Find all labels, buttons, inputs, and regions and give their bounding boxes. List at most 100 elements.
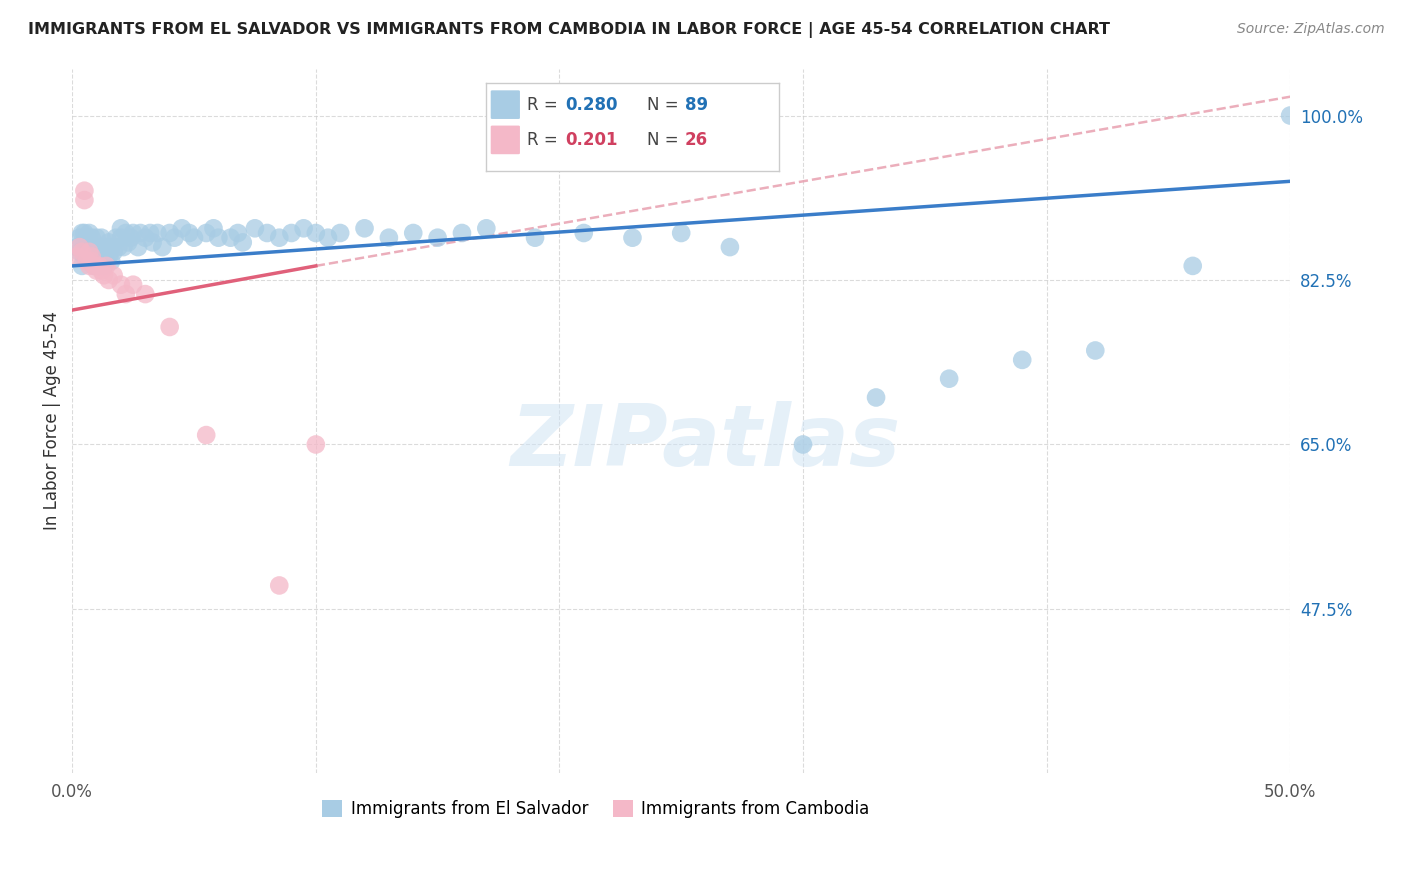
- Immigrants from El Salvador: [718, 240, 741, 254]
- Immigrants from El Salvador: [1011, 352, 1033, 367]
- Immigrants from El Salvador: [219, 230, 242, 244]
- Immigrants from El Salvador: [69, 230, 91, 244]
- Immigrants from Cambodia: [66, 250, 89, 264]
- Immigrants from El Salvador: [1181, 259, 1204, 273]
- Immigrants from El Salvador: [117, 235, 139, 250]
- Immigrants from Cambodia: [79, 244, 101, 259]
- Immigrants from El Salvador: [73, 235, 96, 250]
- Immigrants from El Salvador: [1279, 109, 1302, 123]
- Immigrants from El Salvador: [865, 391, 887, 405]
- Immigrants from El Salvador: [80, 230, 103, 244]
- Immigrants from El Salvador: [669, 226, 692, 240]
- Immigrants from El Salvador: [79, 254, 101, 268]
- Immigrants from Cambodia: [80, 250, 103, 264]
- Immigrants from El Salvador: [150, 240, 173, 254]
- Immigrants from El Salvador: [90, 244, 112, 259]
- Immigrants from El Salvador: [402, 226, 425, 240]
- Immigrants from El Salvador: [122, 226, 145, 240]
- Immigrants from El Salvador: [202, 221, 225, 235]
- Text: IMMIGRANTS FROM EL SALVADOR VS IMMIGRANTS FROM CAMBODIA IN LABOR FORCE | AGE 45-: IMMIGRANTS FROM EL SALVADOR VS IMMIGRANT…: [28, 22, 1111, 38]
- Immigrants from Cambodia: [122, 277, 145, 292]
- Immigrants from El Salvador: [86, 244, 108, 259]
- Immigrants from El Salvador: [76, 240, 98, 254]
- Immigrants from El Salvador: [232, 235, 254, 250]
- Immigrants from Cambodia: [87, 259, 110, 273]
- Immigrants from El Salvador: [100, 254, 122, 268]
- Immigrants from El Salvador: [938, 372, 960, 386]
- Immigrants from El Salvador: [120, 230, 142, 244]
- Y-axis label: In Labor Force | Age 45-54: In Labor Force | Age 45-54: [44, 311, 60, 531]
- Immigrants from El Salvador: [163, 230, 186, 244]
- Immigrants from El Salvador: [280, 226, 302, 240]
- Immigrants from El Salvador: [329, 226, 352, 240]
- Immigrants from El Salvador: [100, 240, 122, 254]
- Text: Source: ZipAtlas.com: Source: ZipAtlas.com: [1237, 22, 1385, 37]
- Immigrants from El Salvador: [79, 240, 101, 254]
- Text: ZIPatlas: ZIPatlas: [510, 401, 901, 483]
- Immigrants from Cambodia: [134, 287, 156, 301]
- Immigrants from El Salvador: [792, 437, 814, 451]
- Immigrants from El Salvador: [97, 235, 120, 250]
- Immigrants from El Salvador: [572, 226, 595, 240]
- Immigrants from El Salvador: [110, 230, 132, 244]
- Immigrants from El Salvador: [80, 244, 103, 259]
- Immigrants from Cambodia: [86, 263, 108, 277]
- Immigrants from Cambodia: [159, 320, 181, 334]
- Immigrants from Cambodia: [70, 244, 93, 259]
- Immigrants from Cambodia: [103, 268, 125, 283]
- Immigrants from El Salvador: [170, 221, 193, 235]
- Immigrants from El Salvador: [76, 244, 98, 259]
- Immigrants from El Salvador: [1084, 343, 1107, 358]
- Immigrants from El Salvador: [621, 230, 644, 244]
- Immigrants from El Salvador: [451, 226, 474, 240]
- Immigrants from El Salvador: [93, 244, 115, 259]
- Immigrants from Cambodia: [69, 240, 91, 254]
- Immigrants from El Salvador: [207, 230, 229, 244]
- Immigrants from El Salvador: [87, 259, 110, 273]
- Immigrants from El Salvador: [76, 230, 98, 244]
- Immigrants from El Salvador: [83, 259, 105, 273]
- Immigrants from El Salvador: [195, 226, 218, 240]
- Immigrants from Cambodia: [269, 578, 291, 592]
- Immigrants from El Salvador: [179, 226, 201, 240]
- Immigrants from Cambodia: [93, 268, 115, 283]
- Immigrants from Cambodia: [73, 184, 96, 198]
- Immigrants from El Salvador: [114, 226, 136, 240]
- Immigrants from El Salvador: [105, 230, 128, 244]
- Immigrants from El Salvador: [475, 221, 498, 235]
- Immigrants from El Salvador: [127, 240, 149, 254]
- Immigrants from El Salvador: [70, 259, 93, 273]
- Immigrants from El Salvador: [90, 230, 112, 244]
- Immigrants from El Salvador: [159, 226, 181, 240]
- Immigrants from Cambodia: [114, 287, 136, 301]
- Immigrants from El Salvador: [86, 230, 108, 244]
- Immigrants from El Salvador: [73, 250, 96, 264]
- Immigrants from El Salvador: [353, 221, 375, 235]
- Immigrants from El Salvador: [378, 230, 401, 244]
- Immigrants from El Salvador: [134, 230, 156, 244]
- Immigrants from El Salvador: [86, 254, 108, 268]
- Immigrants from El Salvador: [256, 226, 278, 240]
- Immigrants from El Salvador: [97, 250, 120, 264]
- Immigrants from Cambodia: [110, 277, 132, 292]
- Immigrants from El Salvador: [243, 221, 266, 235]
- Immigrants from Cambodia: [73, 193, 96, 207]
- Immigrants from Cambodia: [96, 259, 118, 273]
- Immigrants from El Salvador: [524, 230, 547, 244]
- Immigrants from El Salvador: [70, 226, 93, 240]
- Immigrants from El Salvador: [139, 226, 162, 240]
- Immigrants from El Salvador: [90, 254, 112, 268]
- Immigrants from El Salvador: [183, 230, 205, 244]
- Immigrants from Cambodia: [83, 259, 105, 273]
- Immigrants from El Salvador: [80, 250, 103, 264]
- Immigrants from El Salvador: [93, 259, 115, 273]
- Immigrants from El Salvador: [73, 226, 96, 240]
- Immigrants from El Salvador: [226, 226, 249, 240]
- Immigrants from El Salvador: [87, 240, 110, 254]
- Immigrants from El Salvador: [316, 230, 339, 244]
- Immigrants from El Salvador: [79, 226, 101, 240]
- Immigrants from El Salvador: [66, 240, 89, 254]
- Immigrants from El Salvador: [142, 235, 165, 250]
- Immigrants from El Salvador: [103, 244, 125, 259]
- Immigrants from El Salvador: [83, 240, 105, 254]
